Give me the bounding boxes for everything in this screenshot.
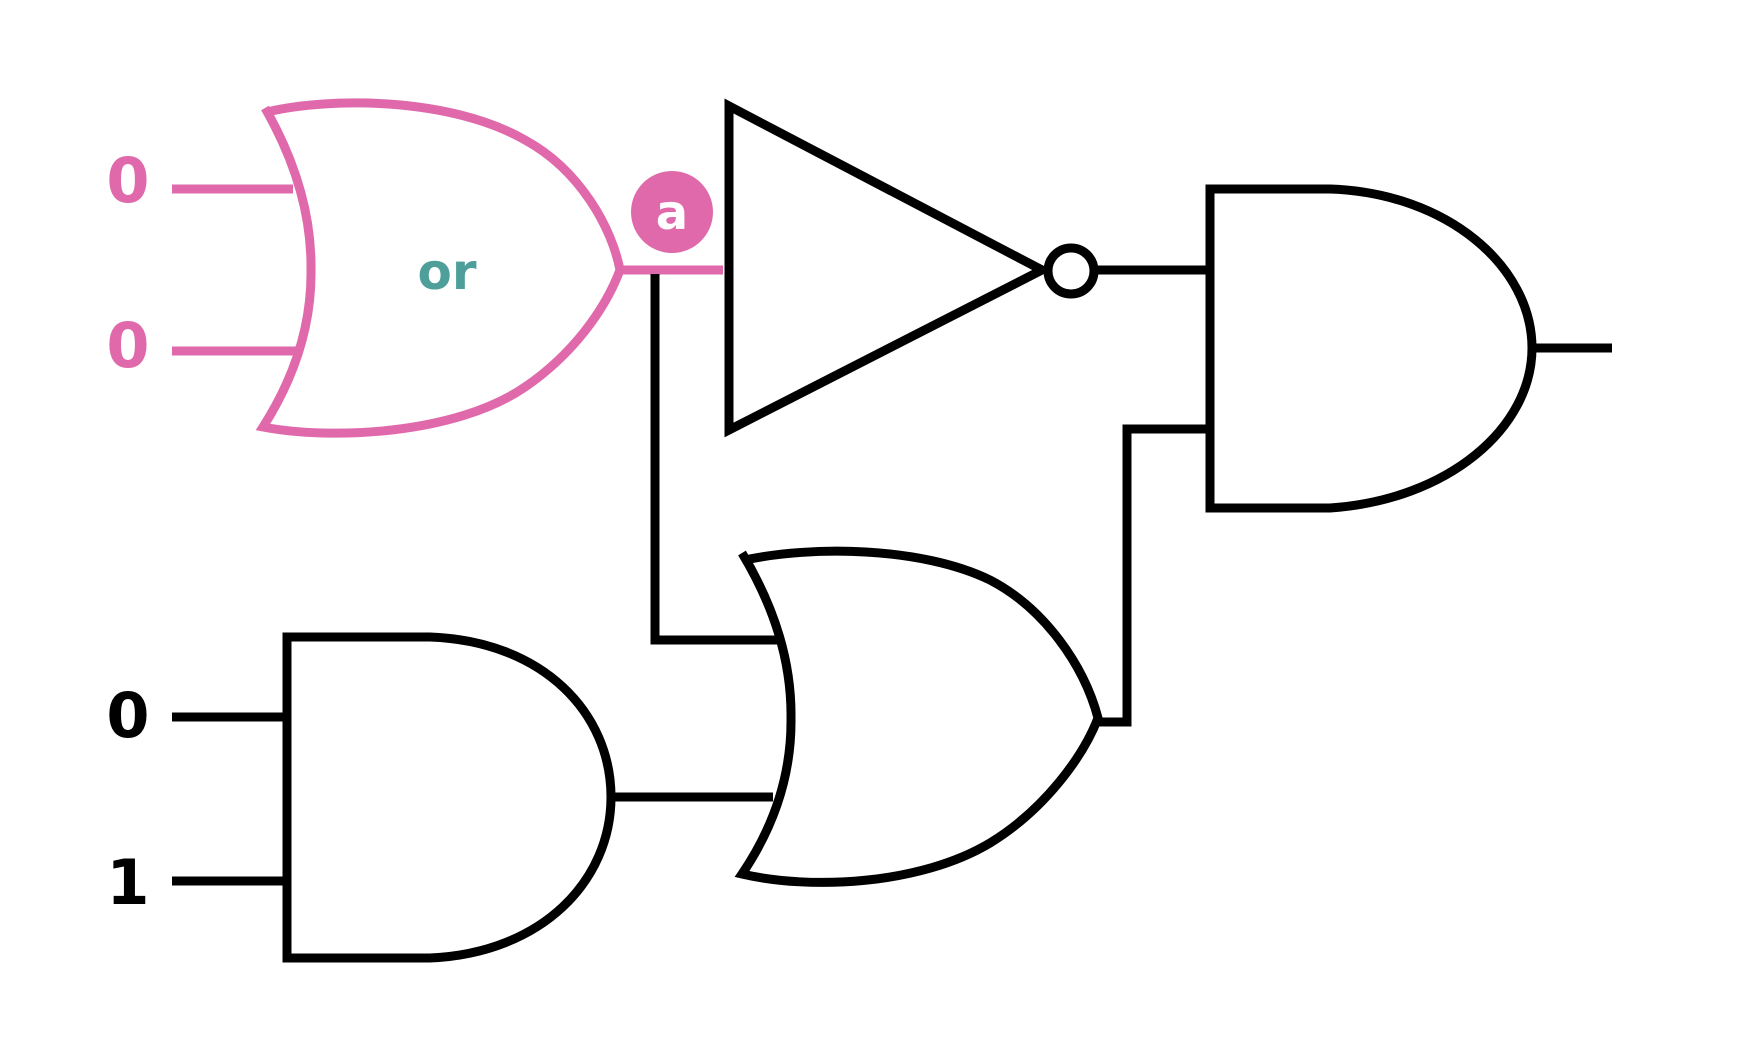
input-label-2: 0: [106, 309, 149, 382]
wire-tag-a-label: a: [656, 185, 688, 241]
or-gate-2: [734, 546, 1103, 887]
and-gate-top: [1205, 184, 1537, 513]
or-gate-2-output-wire: [1098, 424, 1210, 727]
or-gate-1: [255, 98, 625, 438]
not-gate-triangle: [724, 98, 1052, 438]
branch-wire-to-or-gate-2: [650, 274, 777, 645]
input-label-4: 1: [106, 846, 149, 919]
and-gate-bottom: [282, 632, 616, 963]
or-gate-1-label: or: [417, 243, 476, 301]
input-label-3: 0: [106, 679, 149, 752]
input-label-1: 0: [106, 144, 149, 217]
wire-tag-a-marker: [631, 171, 713, 253]
not-gate-bubble: [1043, 243, 1099, 299]
